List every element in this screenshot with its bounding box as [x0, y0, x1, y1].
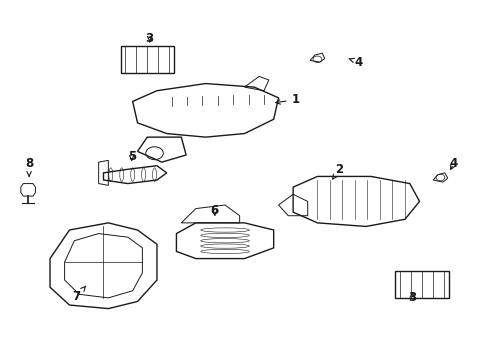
Text: 7: 7 [73, 286, 85, 303]
Text: 4: 4 [348, 55, 362, 69]
Text: 8: 8 [25, 157, 33, 176]
Text: 3: 3 [407, 291, 415, 305]
Text: 6: 6 [210, 204, 218, 217]
Bar [120, 46, 174, 73]
Text: 4: 4 [448, 157, 457, 170]
Text: 1: 1 [275, 93, 299, 106]
Text: 5: 5 [127, 150, 136, 163]
Text: 3: 3 [145, 32, 153, 45]
Bar [394, 271, 448, 298]
Text: 2: 2 [332, 163, 343, 179]
